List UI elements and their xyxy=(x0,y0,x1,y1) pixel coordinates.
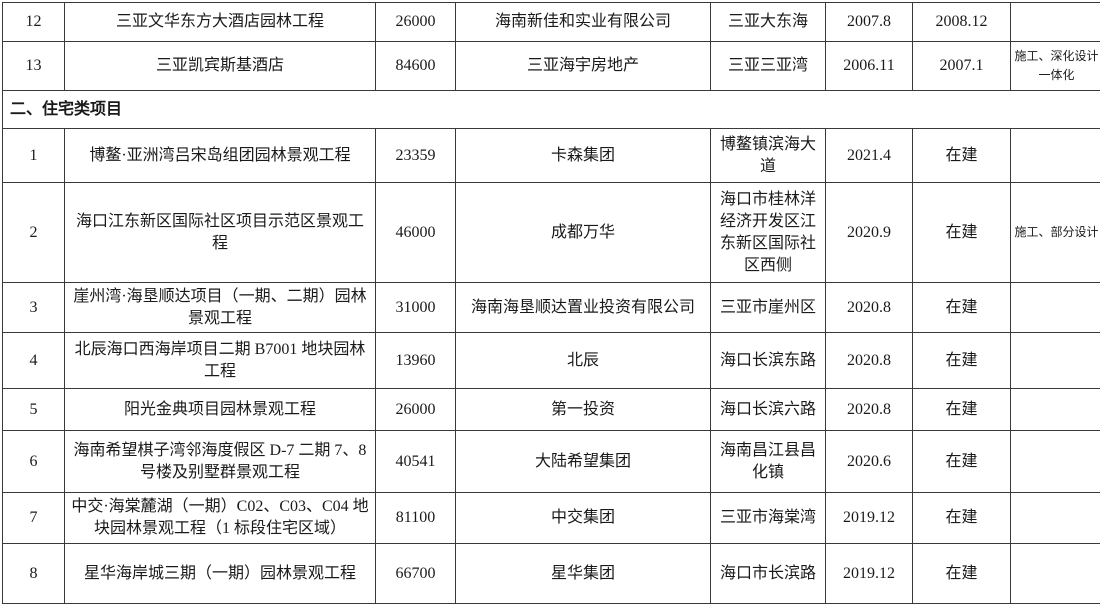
cell-client: 成都万华 xyxy=(455,182,711,283)
cell-finish: 在建 xyxy=(912,430,1011,493)
table-row: 7 中交·海棠麓湖（一期）C02、C03、C04 地块园林景观工程（1 标段住宅区… xyxy=(2,492,1100,544)
cell-start: 2006.11 xyxy=(825,41,913,91)
cell-project: 海南希望棋子湾邻海度假区 D-7 二期 7、8 号楼及别墅群景观工程 xyxy=(64,430,376,493)
cell-location: 海口市桂林洋经济开发区江东新区国际社区西侧 xyxy=(710,182,826,283)
cell-note xyxy=(1010,332,1100,389)
cell-client: 大陆希望集团 xyxy=(455,430,711,493)
cell-finish: 在建 xyxy=(912,492,1011,544)
table-row: 5 阳光金典项目园林景观工程 26000 第一投资 海口长滨六路 2020.8 在建 xyxy=(2,388,1100,431)
cell-project: 阳光金典项目园林景观工程 xyxy=(64,388,376,431)
cell-client: 海南新佳和实业有限公司 xyxy=(455,2,711,42)
cell-area: 31000 xyxy=(375,282,456,333)
table-row: 3 崖州湾·海垦顺达项目（一期、二期）园林景观工程 31000 海南海垦顺达置业投资有… xyxy=(2,282,1100,333)
section-header-label: 二、住宅类项目 xyxy=(2,90,1100,129)
cell-seq: 3 xyxy=(2,282,65,333)
cell-client: 北辰 xyxy=(455,332,711,389)
cell-note xyxy=(1010,543,1100,604)
cell-area: 26000 xyxy=(375,2,456,42)
cell-seq: 2 xyxy=(2,182,65,283)
cell-area: 23359 xyxy=(375,128,456,183)
cell-location: 海口长滨东路 xyxy=(710,332,826,389)
cell-area: 84600 xyxy=(375,41,456,91)
cell-start: 2020.9 xyxy=(825,182,913,283)
cell-finish: 在建 xyxy=(912,543,1011,604)
cell-client: 卡森集团 xyxy=(455,128,711,183)
table-row: 8 星华海岸城三期（一期）园林景观工程 66700 星华集团 海口市长滨路 2019.12… xyxy=(2,543,1100,604)
cell-client: 第一投资 xyxy=(455,388,711,431)
cell-finish: 2008.12 xyxy=(912,2,1011,42)
table-row: 12 三亚文华东方大酒店园林工程 26000 海南新佳和实业有限公司 三亚大东海 2007… xyxy=(2,2,1100,42)
cell-location: 海口市长滨路 xyxy=(710,543,826,604)
cell-location: 三亚三亚湾 xyxy=(710,41,826,91)
cell-client: 星华集团 xyxy=(455,543,711,604)
cell-note: 施工、部分设计 xyxy=(1010,182,1100,283)
cell-client: 三亚海宇房地产 xyxy=(455,41,711,91)
cell-project: 三亚文华东方大酒店园林工程 xyxy=(64,2,376,42)
cell-finish: 在建 xyxy=(912,128,1011,183)
cell-note xyxy=(1010,2,1100,42)
cell-location: 博鳌镇滨海大道 xyxy=(710,128,826,183)
section-header-row: 二、住宅类项目 xyxy=(2,90,1100,129)
cell-location: 三亚市海棠湾 xyxy=(710,492,826,544)
table-row: 2 海口江东新区国际社区项目示范区景观工程 46000 成都万华 海口市桂林洋经济开发区… xyxy=(2,182,1100,283)
table-row: 13 三亚凯宾斯基酒店 84600 三亚海宇房地产 三亚三亚湾 2006.11 2007.1… xyxy=(2,41,1100,91)
cell-note xyxy=(1010,128,1100,183)
cell-project: 三亚凯宾斯基酒店 xyxy=(64,41,376,91)
cell-note xyxy=(1010,282,1100,333)
table-row: 4 北辰海口西海岸项目二期 B7001 地块园林工程 13960 北辰 海口长滨东路 20… xyxy=(2,332,1100,389)
cell-finish: 在建 xyxy=(912,388,1011,431)
cell-note xyxy=(1010,492,1100,544)
cell-start: 2020.8 xyxy=(825,282,913,333)
cell-location: 三亚市崖州区 xyxy=(710,282,826,333)
cell-project: 海口江东新区国际社区项目示范区景观工程 xyxy=(64,182,376,283)
cell-start: 2021.4 xyxy=(825,128,913,183)
table-row: 6 海南希望棋子湾邻海度假区 D-7 二期 7、8 号楼及别墅群景观工程 40541… xyxy=(2,430,1100,493)
cell-location: 三亚大东海 xyxy=(710,2,826,42)
cell-client: 海南海垦顺达置业投资有限公司 xyxy=(455,282,711,333)
cell-seq: 6 xyxy=(2,430,65,493)
cell-seq: 5 xyxy=(2,388,65,431)
cell-area: 81100 xyxy=(375,492,456,544)
cell-area: 26000 xyxy=(375,388,456,431)
cell-start: 2007.8 xyxy=(825,2,913,42)
cell-start: 2019.12 xyxy=(825,492,913,544)
cell-project: 北辰海口西海岸项目二期 B7001 地块园林工程 xyxy=(64,332,376,389)
cell-location: 海口长滨六路 xyxy=(710,388,826,431)
cell-start: 2020.8 xyxy=(825,332,913,389)
cell-note xyxy=(1010,388,1100,431)
cell-seq: 13 xyxy=(2,41,65,91)
cell-seq: 8 xyxy=(2,543,65,604)
cell-start: 2019.12 xyxy=(825,543,913,604)
cell-start: 2020.8 xyxy=(825,388,913,431)
cell-seq: 1 xyxy=(2,128,65,183)
cell-finish: 在建 xyxy=(912,332,1011,389)
cell-project: 博鳌·亚洲湾吕宋岛组团园林景观工程 xyxy=(64,128,376,183)
cell-project: 星华海岸城三期（一期）园林景观工程 xyxy=(64,543,376,604)
cell-client: 中交集团 xyxy=(455,492,711,544)
cell-note xyxy=(1010,430,1100,493)
cell-finish: 在建 xyxy=(912,282,1011,333)
table-row: 1 博鳌·亚洲湾吕宋岛组团园林景观工程 23359 卡森集团 博鳌镇滨海大道 2021.4… xyxy=(2,128,1100,183)
cell-note: 施工、深化设计一体化 xyxy=(1010,41,1100,91)
cell-project: 崖州湾·海垦顺达项目（一期、二期）园林景观工程 xyxy=(64,282,376,333)
cell-seq: 12 xyxy=(2,2,65,42)
cell-project: 中交·海棠麓湖（一期）C02、C03、C04 地块园林景观工程（1 标段住宅区域… xyxy=(64,492,376,544)
cell-area: 40541 xyxy=(375,430,456,493)
cell-seq: 7 xyxy=(2,492,65,544)
cell-area: 46000 xyxy=(375,182,456,283)
cell-finish: 2007.1 xyxy=(912,41,1011,91)
cell-area: 13960 xyxy=(375,332,456,389)
cell-finish: 在建 xyxy=(912,182,1011,283)
cell-area: 66700 xyxy=(375,543,456,604)
cell-start: 2020.6 xyxy=(825,430,913,493)
cell-seq: 4 xyxy=(2,332,65,389)
cell-location: 海南昌江县昌化镇 xyxy=(710,430,826,493)
